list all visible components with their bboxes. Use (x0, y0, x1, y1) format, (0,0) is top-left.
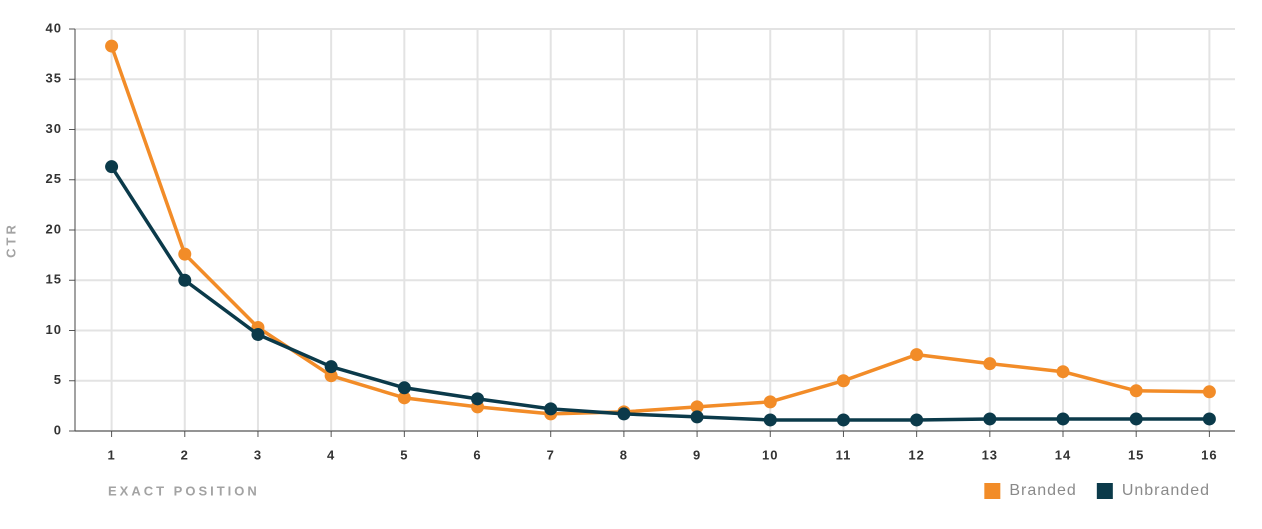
y-tick-label: 25 (46, 171, 62, 186)
data-point (690, 400, 704, 414)
y-tick-label: 5 (54, 372, 62, 387)
y-tick-label: 30 (46, 121, 62, 136)
legend-label: Branded (1009, 482, 1077, 499)
data-point (397, 391, 411, 405)
x-tick-label: 5 (400, 447, 408, 462)
x-tick-label: 8 (620, 447, 628, 462)
data-point (836, 413, 850, 427)
x-tick-label: 9 (693, 447, 701, 462)
y-tick-label: 20 (46, 221, 62, 236)
data-point (1129, 384, 1143, 398)
data-point (178, 247, 192, 261)
y-axis-title: CTR (3, 222, 18, 258)
data-point (690, 410, 704, 424)
x-axis-title: EXACT POSITION (108, 483, 260, 498)
data-point (1202, 385, 1216, 399)
legend-swatch (984, 483, 1001, 499)
data-point (983, 357, 997, 371)
data-point (105, 39, 119, 53)
x-tick-label: 2 (181, 447, 189, 462)
data-point (324, 360, 338, 374)
data-point (178, 273, 192, 287)
y-tick-label: 10 (46, 322, 62, 337)
data-point (617, 407, 631, 421)
data-point (471, 392, 485, 406)
legend-label: Unbranded (1122, 482, 1210, 499)
y-tick-label: 0 (54, 422, 62, 437)
data-point (105, 160, 119, 174)
data-point (1056, 412, 1070, 426)
x-tick-label: 7 (547, 447, 555, 462)
legend-swatch (1096, 483, 1113, 499)
data-point (1202, 412, 1216, 426)
data-point (544, 402, 558, 416)
x-tick-label: 13 (982, 447, 998, 462)
x-tick-label: 11 (836, 447, 852, 462)
data-point (251, 328, 265, 342)
y-tick-label: 15 (46, 272, 62, 287)
data-point (763, 395, 777, 409)
x-tick-label: 15 (1128, 447, 1144, 462)
data-point (324, 369, 338, 383)
x-tick-label: 16 (1201, 447, 1217, 462)
y-tick-label: 40 (46, 20, 62, 35)
x-tick-label: 6 (473, 447, 481, 462)
data-point (910, 348, 924, 362)
series-line (110, 165, 1210, 422)
x-tick-label: 10 (762, 447, 778, 462)
data-point (1056, 365, 1070, 379)
y-tick-label: 35 (46, 71, 62, 86)
x-tick-label: 1 (107, 447, 115, 462)
data-point (1129, 412, 1143, 426)
data-point (836, 374, 850, 388)
x-tick-label: 14 (1055, 447, 1071, 462)
x-tick-label: 4 (327, 447, 335, 462)
data-point (983, 412, 997, 426)
data-point (763, 413, 777, 427)
x-tick-label: 3 (254, 447, 262, 462)
x-tick-label: 12 (908, 447, 924, 462)
data-point (910, 413, 924, 427)
data-point (397, 381, 411, 395)
